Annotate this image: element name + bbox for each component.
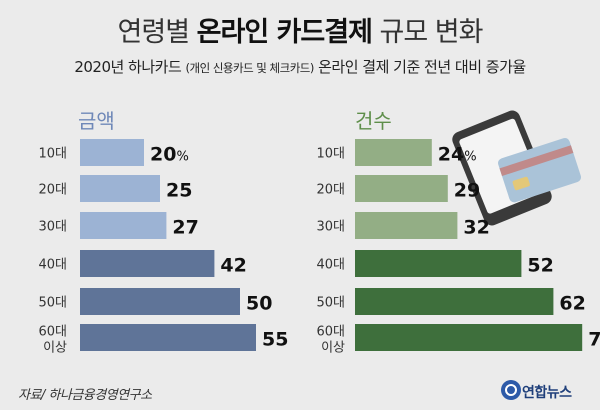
value-label-count-5: 62 bbox=[559, 293, 585, 315]
chart-subtitle: 2020년 하나카드 (개인 신용카드 및 체크카드) 온라인 결제 기준 전년… bbox=[0, 56, 600, 77]
value-label-amount-5: 50 bbox=[246, 293, 272, 315]
category-label-count-3: 30대 bbox=[316, 220, 345, 235]
bar-amount-2 bbox=[80, 175, 160, 202]
category-label-amount-5: 50대 bbox=[38, 296, 67, 311]
value-label-count-2: 29 bbox=[454, 180, 480, 202]
bar-amount-3 bbox=[80, 212, 167, 239]
value-label-count-4: 52 bbox=[527, 255, 553, 277]
subtitle-small: (개인 신용카드 및 체크카드) bbox=[185, 61, 315, 75]
logo-text: 연합뉴스 bbox=[522, 385, 572, 401]
yonhap-logo bbox=[501, 380, 521, 400]
series-header-amount: 금액 bbox=[78, 109, 115, 133]
category-label-amount-6: 60대 이상 bbox=[38, 325, 67, 356]
category-label-count-2: 20대 bbox=[316, 183, 345, 198]
category-label-count-5: 50대 bbox=[316, 296, 345, 311]
subtitle-post: 온라인 결제 기준 전년 대비 증가율 bbox=[313, 58, 526, 76]
category-label-amount-2: 20대 bbox=[38, 183, 67, 198]
value-label-amount-6: 55 bbox=[262, 329, 288, 351]
bar-count-6 bbox=[355, 324, 583, 351]
chart-title: 연령별 온라인 카드결제 규모 변화 bbox=[0, 10, 600, 49]
value-label-amount-2: 25 bbox=[166, 180, 192, 202]
bar-count-5 bbox=[355, 288, 554, 315]
title-post: 규모 변화 bbox=[371, 17, 484, 48]
logo-emblem bbox=[501, 380, 521, 400]
value-label-count-6: 71 bbox=[588, 329, 600, 351]
bar-count-4 bbox=[355, 250, 522, 277]
value-label-count-1: 24% bbox=[438, 144, 477, 166]
value-label-count-3: 32 bbox=[463, 217, 489, 239]
series-header-count: 건수 bbox=[355, 109, 392, 133]
category-label-amount-4: 40대 bbox=[38, 258, 67, 273]
category-label-count-1: 10대 bbox=[316, 147, 345, 162]
bar-amount-4 bbox=[80, 250, 215, 277]
value-label-amount-1: 20% bbox=[150, 144, 189, 166]
category-label-amount-3: 30대 bbox=[38, 220, 67, 235]
value-label-amount-4: 42 bbox=[220, 255, 246, 277]
bar-amount-6 bbox=[80, 324, 256, 351]
title-bold: 온라인 카드결제 bbox=[196, 17, 373, 48]
subtitle-pre: 2020년 하나카드 bbox=[74, 58, 186, 76]
phone-card-illustration bbox=[452, 110, 581, 226]
bar-count-3 bbox=[355, 212, 458, 239]
value-label-amount-3: 27 bbox=[172, 217, 198, 239]
bar-count-2 bbox=[355, 175, 448, 202]
title-pre: 연령별 bbox=[117, 17, 197, 48]
bar-amount-1 bbox=[80, 139, 144, 166]
category-label-count-6: 60대 이상 bbox=[316, 325, 345, 356]
category-label-amount-1: 10대 bbox=[38, 147, 67, 162]
source-note: 자료/ 하나금융경영연구소 bbox=[18, 388, 152, 403]
chart-marks: 금액 10대 20% 20대 25 30대 27 40대 42 50대 50 60대 이상 55 건수 10대… bbox=[38, 109, 600, 356]
bar-count-1 bbox=[355, 139, 432, 166]
category-label-count-4: 40대 bbox=[316, 258, 345, 273]
bar-amount-5 bbox=[80, 288, 240, 315]
